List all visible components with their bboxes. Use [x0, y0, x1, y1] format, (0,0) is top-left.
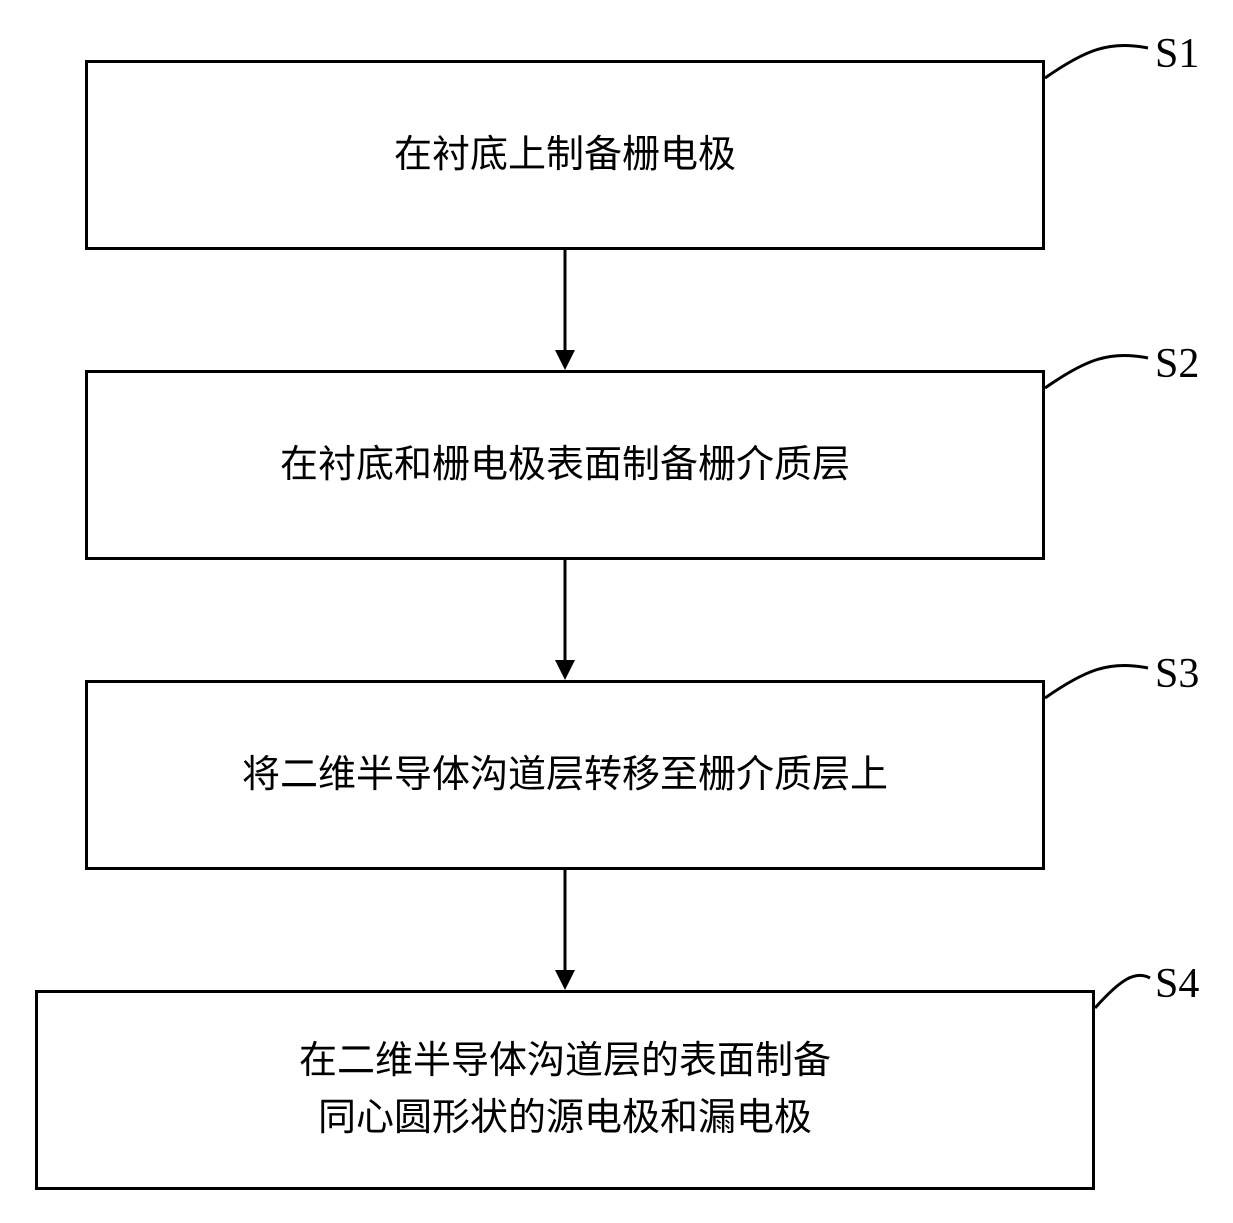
callout-l2	[1045, 355, 1148, 388]
callout-l1	[1045, 45, 1148, 78]
step-label-l2: S2	[1155, 340, 1199, 388]
callout-l4	[1095, 975, 1150, 1008]
arrow-s2-s3	[545, 560, 585, 680]
flow-step-s1: 在衬底上制备栅电极	[85, 60, 1045, 250]
flow-step-s3: 将二维半导体沟道层转移至栅介质层上	[85, 680, 1045, 870]
arrow-s3-s4	[545, 870, 585, 990]
step-label-l1: S1	[1155, 30, 1199, 78]
step-label-l4: S4	[1155, 960, 1199, 1008]
step-label-l3: S3	[1155, 650, 1199, 698]
flowchart-canvas: 在衬底上制备栅电极在衬底和栅电极表面制备栅介质层将二维半导体沟道层转移至栅介质层…	[0, 0, 1233, 1223]
callout-l3	[1045, 665, 1148, 698]
flow-step-s2: 在衬底和栅电极表面制备栅介质层	[85, 370, 1045, 560]
arrow-s1-s2	[545, 250, 585, 370]
flow-step-s4: 在二维半导体沟道层的表面制备 同心圆形状的源电极和漏电极	[35, 990, 1095, 1190]
